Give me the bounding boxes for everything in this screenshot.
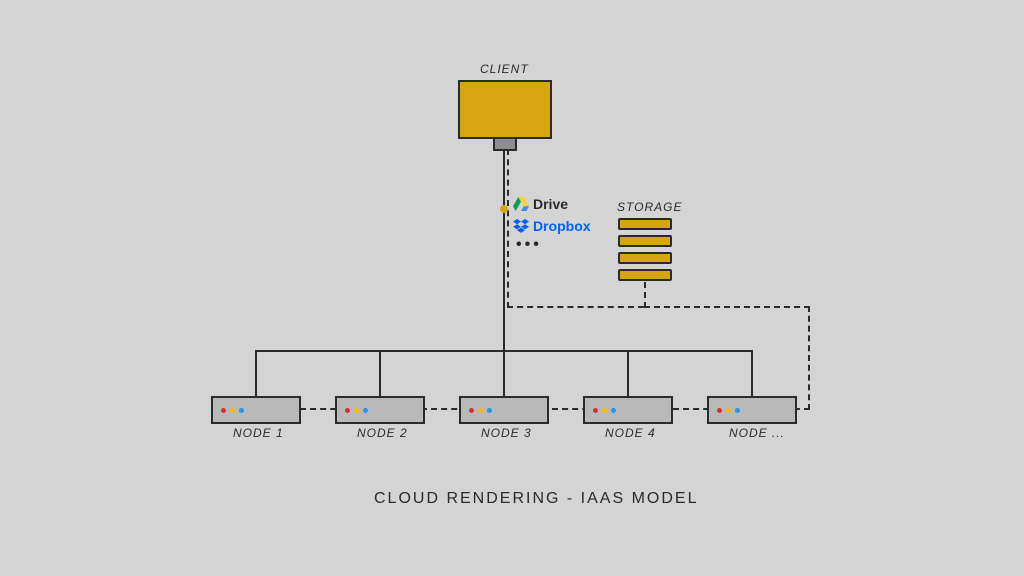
drive-icon xyxy=(513,197,529,211)
led-yellow-icon xyxy=(354,408,359,413)
led-yellow-icon xyxy=(230,408,235,413)
bus-drop xyxy=(255,350,257,396)
bus-drop xyxy=(751,350,753,396)
led-red-icon xyxy=(469,408,474,413)
led-yellow-icon xyxy=(602,408,607,413)
node-label: NODE 1 xyxy=(233,426,284,440)
led-blue-icon xyxy=(239,408,244,413)
led-blue-icon xyxy=(611,408,616,413)
led-blue-icon xyxy=(487,408,492,413)
node-label: NODE 2 xyxy=(357,426,408,440)
node-label: NODE ... xyxy=(729,426,785,440)
led-red-icon xyxy=(345,408,350,413)
led-blue-icon xyxy=(735,408,740,413)
node-box xyxy=(211,396,301,424)
storage-label: STORAGE xyxy=(617,200,682,214)
drive-label: Drive xyxy=(533,196,568,212)
bus-drop xyxy=(627,350,629,396)
diagram-title: CLOUD RENDERING - IAAS MODEL xyxy=(374,490,698,508)
storage-disk xyxy=(618,269,672,281)
dropbox-label: Dropbox xyxy=(533,218,591,234)
led-blue-icon xyxy=(363,408,368,413)
dropbox-icon xyxy=(513,219,529,233)
node-box xyxy=(707,396,797,424)
dashed-client-down xyxy=(507,149,509,308)
dashed-storage-stub xyxy=(644,282,646,308)
client-box xyxy=(458,80,552,139)
storage-stack xyxy=(618,218,672,282)
node-box xyxy=(335,396,425,424)
led-red-icon xyxy=(717,408,722,413)
storage-disk xyxy=(618,252,672,264)
storage-disk xyxy=(618,218,672,230)
dashed-storage-right xyxy=(644,306,810,308)
led-yellow-icon xyxy=(726,408,731,413)
client-connector xyxy=(493,137,517,151)
dashed-right-down xyxy=(808,306,810,410)
trunk-dot xyxy=(500,205,508,213)
led-red-icon xyxy=(221,408,226,413)
services-ellipsis: ••• xyxy=(516,236,542,254)
node-label: NODE 4 xyxy=(605,426,656,440)
node-box xyxy=(459,396,549,424)
dashed-client-right xyxy=(507,306,644,308)
node-label: NODE 3 xyxy=(481,426,532,440)
trunk-line xyxy=(503,149,505,350)
drive-service: Drive xyxy=(513,196,568,212)
client-label: CLIENT xyxy=(480,62,529,76)
diagram-stage: CLIENT Drive Dropbox ••• STORAGE xyxy=(0,0,1024,576)
dropbox-service: Dropbox xyxy=(513,218,591,234)
bus-drop xyxy=(379,350,381,396)
led-red-icon xyxy=(593,408,598,413)
bus-drop xyxy=(503,350,505,396)
led-yellow-icon xyxy=(478,408,483,413)
node-box xyxy=(583,396,673,424)
storage-disk xyxy=(618,235,672,247)
